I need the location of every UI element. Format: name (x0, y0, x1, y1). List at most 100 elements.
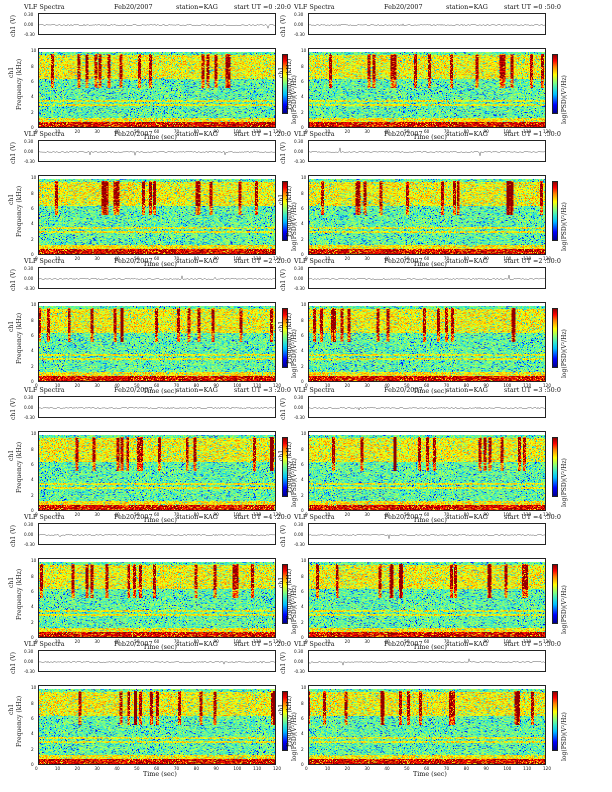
time-tick-label: 40 (114, 256, 120, 261)
frequency-tick-label: 8 (301, 190, 304, 196)
time-tick-label: 110 (253, 512, 262, 517)
frequency-tick-label: 10 (301, 175, 307, 181)
frequency-tick-label: 2 (301, 492, 304, 498)
header-date: Feb20/2007 (384, 257, 423, 265)
waveform-ytick-label: 0.30 (24, 649, 34, 654)
waveform-ytick-label: -0.30 (294, 669, 305, 674)
time-tick-label: 60 (424, 256, 430, 261)
time-tick-label: 60 (154, 383, 160, 388)
waveform-ytick-label: 0.30 (24, 522, 34, 527)
waveform-ytick-label: 0.30 (24, 266, 34, 271)
waveform-strip (308, 13, 547, 35)
frequency-tick-label: 8 (31, 573, 34, 579)
header-start-time: start UT =2 :20:0 (234, 257, 291, 265)
time-tick-label: 10 (54, 512, 61, 517)
time-tick-label: 100 (233, 129, 242, 134)
waveform-ylabel: ch1 (V) (280, 142, 287, 164)
colorbar (552, 181, 558, 241)
frequency-ylabel: Frequency (kHz) (16, 568, 23, 620)
time-tick-label: 50 (134, 256, 140, 261)
frequency-tick-label: 10 (301, 685, 307, 691)
channel-label: ch1 (8, 320, 15, 332)
spectrogram-frame (38, 48, 276, 128)
time-tick-label: 80 (193, 766, 199, 771)
time-tick-label: 20 (344, 639, 350, 644)
spectrogram-frame (308, 431, 546, 511)
time-tick-label: 120 (543, 129, 551, 134)
waveform-strip (308, 267, 547, 289)
waveform-trace (39, 275, 277, 281)
time-tick-label: 70 (443, 383, 450, 388)
spectrogram-panel: VLF Spectra Feb20/2007 station=KAG start UT… (8, 257, 308, 395)
header-station: station=KAG (446, 640, 488, 648)
time-tick-label: 60 (154, 129, 160, 134)
time-tick-label: 50 (404, 512, 410, 517)
waveform-ylabel: ch1 (V) (280, 398, 287, 420)
frequency-tick-label: 6 (31, 588, 34, 594)
time-tick-label: 120 (543, 766, 551, 771)
header-title: VLF Spectra (294, 513, 335, 521)
spectrogram-panel: VLF Spectra Feb20/2007 station=KAG start UT… (8, 130, 308, 268)
waveform-strip (308, 650, 547, 672)
colorbar (552, 564, 558, 624)
time-tick-label: 60 (424, 129, 430, 134)
frequency-tick-label: 0 (31, 252, 34, 257)
header-station: station=KAG (446, 3, 488, 11)
frequency-tick-label: 10 (31, 302, 37, 308)
spectrogram-frame (308, 685, 546, 765)
header-date: Feb20/2007 (114, 257, 153, 265)
time-tick-label: 20 (74, 129, 80, 134)
spectrogram-panel: VLF Spectra Feb20/2007 station=KAG start UT… (278, 257, 578, 395)
time-tick-label: 50 (404, 383, 410, 388)
frequency-tick-label: 6 (301, 205, 304, 211)
frequency-ylabel: Frequency (kHz) (16, 58, 23, 110)
waveform-ylabel: ch1 (V) (10, 398, 17, 420)
waveform-line (309, 406, 547, 411)
frequency-ylabel: Frequency (kHz) (286, 441, 293, 493)
time-tick-label: 90 (213, 766, 219, 771)
channel-label: ch1 (278, 193, 285, 205)
time-tick-label: 40 (384, 512, 390, 517)
waveform-ytick-label: 0.00 (294, 149, 304, 154)
time-tick-label: 50 (134, 639, 140, 644)
colorbar-label: log(PSD)(V²/Hz) (561, 458, 568, 507)
time-tick-label: 80 (193, 512, 199, 517)
time-tick-label: 90 (483, 383, 489, 388)
spectrogram-image (38, 175, 276, 255)
frequency-tick-label: 10 (301, 431, 307, 437)
spectrogram-panel: VLF Spectra Feb20/2007 station=KAG start UT… (278, 386, 578, 524)
frequency-tick-label: 2 (31, 236, 34, 242)
time-tick-label: 50 (134, 512, 140, 517)
waveform-ytick-label: -0.30 (294, 159, 305, 164)
time-tick-label: 10 (54, 129, 61, 134)
waveform-line (309, 533, 547, 539)
time-tick-label: 110 (253, 129, 262, 134)
frequency-ylabel: Frequency (kHz) (286, 58, 293, 110)
header-date: Feb20/2007 (114, 513, 153, 521)
frequency-tick-label: 0 (31, 125, 34, 130)
spectrogram-panel: VLF Spectra Feb20/2007 station=KAG start UT… (278, 640, 578, 778)
frequency-tick-label: 2 (31, 363, 34, 369)
time-tick-label: 10 (324, 512, 331, 517)
time-tick-label: 0 (35, 766, 38, 771)
waveform-strip (38, 396, 277, 418)
time-tick-label: 50 (404, 639, 410, 644)
time-tick-label: 10 (54, 256, 61, 261)
header-station: station=KAG (176, 3, 218, 11)
time-tick-label: 70 (173, 383, 180, 388)
channel-label: ch1 (8, 66, 15, 78)
frequency-ylabel: Frequency (kHz) (286, 568, 293, 620)
time-tick-label: 110 (523, 383, 532, 388)
frequency-tick-label: 8 (301, 700, 304, 706)
header-station: station=KAG (176, 130, 218, 138)
time-tick-label: 0 (305, 129, 308, 134)
colorbar-label: log(PSD)(V²/Hz) (561, 712, 568, 761)
time-tick-label: 60 (154, 639, 160, 644)
time-tick-label: 120 (273, 639, 281, 644)
frequency-tick-label: 4 (31, 348, 34, 354)
frequency-tick-label: 10 (31, 558, 37, 564)
waveform-ylabel: ch1 (V) (10, 15, 17, 37)
spectrogram-image (308, 302, 546, 382)
frequency-tick-label: 2 (301, 109, 304, 115)
frequency-ylabel: Frequency (kHz) (286, 695, 293, 747)
